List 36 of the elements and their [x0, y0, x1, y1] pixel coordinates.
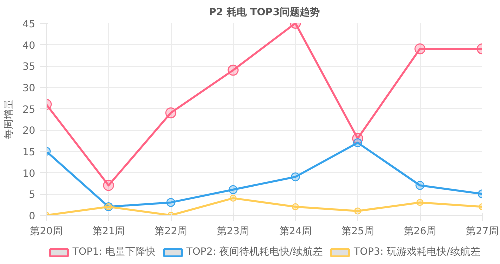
point — [353, 138, 362, 148]
point — [291, 172, 300, 182]
legend-label: TOP2: 夜间待机耗电快/续航差 — [186, 246, 323, 259]
y-tick-label: 30 — [22, 84, 36, 94]
point — [292, 203, 300, 210]
point — [416, 199, 424, 206]
x-tick-label: 第20周 — [30, 226, 63, 238]
y-tick-label: 15 — [22, 148, 36, 158]
point — [228, 64, 239, 76]
x-tick-label: 第22周 — [154, 226, 188, 238]
point — [166, 108, 177, 119]
chart-title: P2 耗电 TOP3问题趋势 — [209, 6, 320, 18]
y-tick-label: 10 — [22, 168, 36, 180]
x-tick-label: 第23周 — [216, 226, 250, 238]
x-tick-label: 第24周 — [279, 226, 312, 238]
point — [228, 185, 238, 194]
legend-label: TOP1: 电量下降快 — [72, 246, 156, 259]
y-tick-label: 45 — [22, 20, 36, 30]
x-tick-label: 第21周 — [92, 226, 126, 238]
y-tick-label: 20 — [22, 126, 36, 138]
point — [230, 194, 237, 202]
y-tick-label: 40 — [22, 40, 36, 52]
y-tick-label: 25 — [22, 104, 36, 116]
point — [416, 181, 425, 190]
x-tick-label: 第25周 — [342, 226, 374, 238]
point — [103, 180, 114, 192]
y-axis-title: 每周增量 — [2, 100, 15, 140]
y-tick-label: 35 — [22, 62, 36, 74]
point — [414, 44, 426, 55]
point — [354, 208, 362, 215]
point — [166, 198, 176, 208]
legend-label: TOP3: 玩游戏耗电快/续航差 — [354, 246, 480, 259]
x-tick-label: 第26周 — [404, 226, 437, 238]
y-tick-label: 5 — [29, 190, 36, 202]
y-tick-label: 0 — [29, 212, 36, 222]
x-tick-label: 第27周 — [466, 226, 499, 238]
